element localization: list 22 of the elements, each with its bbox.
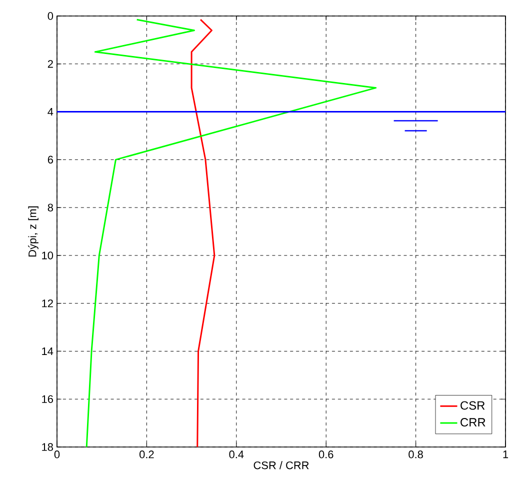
legend-label: CSR	[460, 401, 485, 410]
line-series	[190, 18, 216, 448]
x-tick-label: 0.6	[318, 450, 334, 458]
y-tick-label: 6	[48, 156, 53, 164]
x-tick-label: 0.2	[140, 450, 154, 458]
y-tick-label: 4	[48, 108, 54, 116]
y-axis-title: Dýpi, z [m]	[28, 206, 38, 256]
x-tick-label: 0.8	[408, 450, 423, 458]
y-tick-label: 8	[48, 204, 53, 212]
y-tick-label: 18	[42, 443, 53, 451]
y-tick-label: 16	[42, 395, 53, 403]
x-tick-label: 0	[54, 450, 60, 458]
x-tick-label: 0.4	[229, 450, 244, 458]
y-tick-label: 12	[42, 300, 53, 308]
y-tick-label: 10	[42, 252, 54, 260]
y-tick-label: 14	[42, 347, 54, 355]
x-axis-title: CSR / CRR	[254, 461, 309, 470]
line-series	[86, 18, 377, 448]
y-tick-label: 0	[48, 12, 54, 20]
legend-label: CRR	[460, 418, 486, 427]
y-tick-label: 2	[48, 60, 53, 68]
x-tick-label: 1	[503, 450, 508, 458]
